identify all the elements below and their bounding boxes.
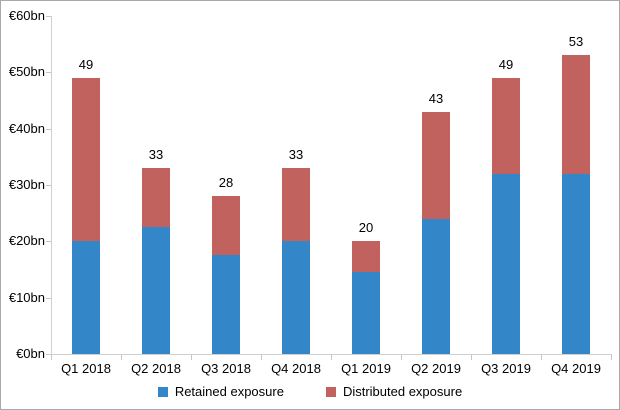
x-axis-category-label: Q2 2019: [411, 361, 461, 376]
bar-retained-segment: [142, 227, 170, 354]
bar-retained-segment: [212, 255, 240, 354]
bar-distributed-segment: [282, 168, 310, 242]
y-tick: [46, 298, 51, 299]
y-axis-line: [51, 16, 52, 355]
x-axis-category-label: Q2 2018: [131, 361, 181, 376]
bar-total-label: 53: [568, 34, 584, 50]
x-tick: [191, 355, 192, 360]
y-axis-tick-label: €20bn: [8, 233, 45, 248]
y-axis-tick-label: €30bn: [8, 177, 45, 192]
bar-retained-segment: [422, 218, 450, 354]
bar-distributed-segment: [492, 77, 520, 174]
x-tick: [51, 355, 52, 360]
x-tick: [471, 355, 472, 360]
bar-distributed-segment: [422, 111, 450, 219]
y-axis-tick-label: €50bn: [8, 64, 45, 79]
x-tick: [121, 355, 122, 360]
bar-distributed-segment: [562, 55, 590, 174]
bar-total-label: 33: [288, 147, 304, 163]
x-tick: [401, 355, 402, 360]
bar-distributed-segment: [352, 241, 380, 273]
y-tick: [46, 129, 51, 130]
x-axis-category-label: Q1 2019: [341, 361, 391, 376]
x-axis-category-label: Q4 2019: [551, 361, 601, 376]
bar-distributed-segment: [72, 77, 100, 242]
x-axis-category-label: Q1 2018: [61, 361, 111, 376]
y-axis-tick-label: €60bn: [8, 8, 45, 23]
bar-total-label: 49: [78, 56, 94, 72]
legend-item-distributed: Distributed exposure: [325, 384, 463, 400]
bar-retained-segment: [562, 173, 590, 354]
x-tick: [261, 355, 262, 360]
bar-total-label: 28: [218, 175, 234, 191]
x-axis-category-label: Q3 2019: [481, 361, 531, 376]
y-tick: [46, 16, 51, 17]
legend-item-retained: Retained exposure: [157, 384, 284, 400]
legend-label-distributed: Distributed exposure: [342, 384, 463, 399]
bar-retained-segment: [352, 272, 380, 354]
bar-retained-segment: [282, 241, 310, 354]
x-tick: [611, 355, 612, 360]
x-tick: [331, 355, 332, 360]
bar-retained-segment: [72, 241, 100, 354]
y-tick: [46, 72, 51, 73]
bar-total-label: 49: [498, 56, 514, 72]
y-tick: [46, 241, 51, 242]
y-axis-tick-label: €10bn: [8, 290, 45, 305]
x-tick: [541, 355, 542, 360]
bar-total-label: 43: [428, 90, 444, 106]
x-axis-category-label: Q4 2018: [271, 361, 321, 376]
x-axis-category-label: Q3 2018: [201, 361, 251, 376]
bar-distributed-segment: [212, 196, 240, 256]
bar-distributed-segment: [142, 168, 170, 228]
legend: Retained exposure Distributed exposure: [1, 384, 619, 400]
y-tick: [46, 185, 51, 186]
bar-retained-segment: [492, 173, 520, 354]
bar-total-label: 20: [358, 220, 374, 236]
x-axis-line: [51, 354, 612, 355]
y-tick: [46, 354, 51, 355]
retained-swatch-icon: [157, 387, 168, 397]
legend-label-retained: Retained exposure: [174, 384, 284, 399]
y-axis-tick-label: €0bn: [16, 346, 45, 361]
distributed-swatch-icon: [325, 387, 336, 397]
y-axis-tick-label: €40bn: [8, 121, 45, 136]
bar-total-label: 33: [148, 147, 164, 163]
